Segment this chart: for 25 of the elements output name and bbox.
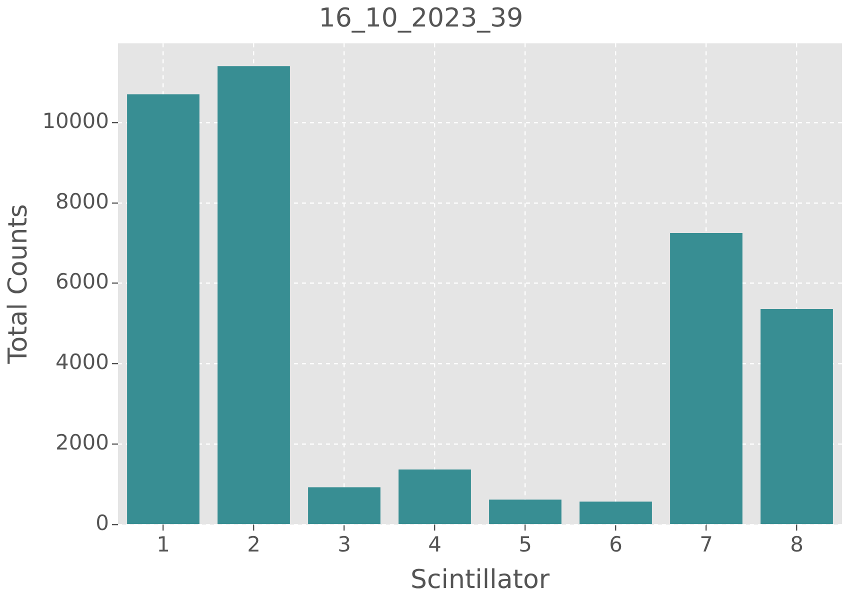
y-tick-label: 4000 (56, 350, 110, 374)
bar (580, 502, 652, 524)
x-tick-label: 7 (700, 532, 713, 557)
x-tick-label: 8 (790, 532, 804, 557)
bar (398, 470, 471, 524)
x-tick-label: 4 (428, 532, 442, 557)
x-tick-label: 6 (609, 532, 622, 557)
y-tick-label: 10000 (42, 108, 110, 133)
x-tick-label: 5 (518, 532, 532, 557)
y-tick-label: 6000 (56, 270, 110, 294)
bar (308, 487, 380, 524)
bar (218, 66, 290, 524)
y-tick-label: 2000 (56, 430, 110, 455)
chart-title: 16_10_2023_39 (318, 3, 524, 34)
bar (489, 500, 562, 524)
y-tick-label: 0 (96, 511, 110, 536)
y-tick-label: 8000 (56, 189, 110, 214)
bar (127, 94, 200, 524)
x-axis-title: Scintillator (410, 565, 550, 596)
x-tick-label: 3 (338, 532, 351, 557)
bar (670, 233, 742, 524)
x-tick-label: 1 (156, 532, 170, 557)
y-axis-title: Total Counts (3, 204, 34, 365)
bar (760, 309, 833, 524)
x-tick-label: 2 (247, 532, 260, 557)
